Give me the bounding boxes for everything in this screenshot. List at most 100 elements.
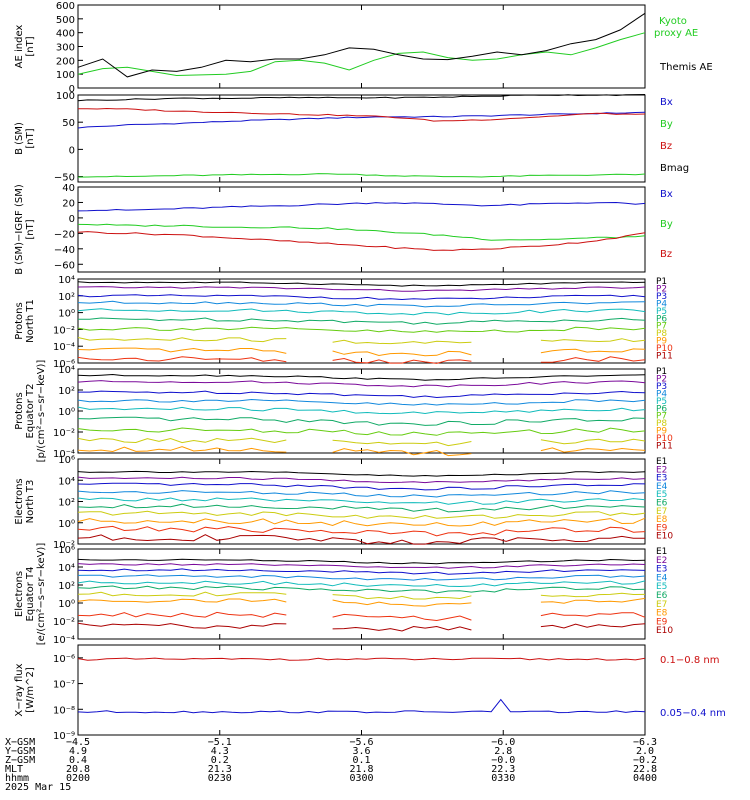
ae-ytick-label: 100 [56,70,75,81]
channel-p10-line [332,357,472,364]
legend-p8: P8 [656,419,667,429]
panel-6-ylabel: [e/(cm²−s−sr−keV)] [36,543,47,646]
panel-1-frame [77,94,646,183]
log-ytick-label: 10⁰ [58,407,75,418]
legend-e5: E5 [656,490,667,500]
time-row-label: Y−GSM [5,746,35,757]
legend-e6: E6 [656,591,668,601]
channel-e9-line [77,525,646,537]
panel-3-ylabel: North T1 [25,299,36,343]
panel-2-ylabel: [nT] [25,219,36,239]
channel-p8-line [540,338,646,343]
legend-p8: P8 [656,329,667,339]
legend-e1: E1 [656,547,667,557]
b-ytick-label: −60 [54,260,75,271]
legend-p7: P7 [656,412,667,422]
channel-e1-line [77,470,646,477]
channel-e3-line [77,482,646,491]
b-ytick-label: −50 [54,173,75,184]
time-row-value: −0.0 [491,755,515,766]
time-row-value: 0.1 [352,755,370,766]
channel-p4-line [77,398,646,406]
time-row-value: −6.0 [491,737,515,748]
legend-p6: P6 [656,314,667,324]
channel-p8-line [332,339,472,345]
legend-p7: P7 [656,322,667,332]
time-row-value: 0.4 [69,755,87,766]
channel-p1-line [77,373,646,381]
b-legend-bz: Bz [660,249,672,260]
legend-e8: E8 [656,515,668,525]
panel-7-ylabel: X−ray flux [14,663,25,716]
legend-e7: E7 [656,507,667,517]
log-ytick-label: 10⁴ [58,365,75,376]
time-row-label: X−GSM [5,737,35,748]
ae-ytick-label: 400 [56,29,75,40]
legend-p9: P9 [656,427,667,437]
b-series-line [77,231,646,251]
channel-p6-line [78,317,646,325]
log-ytick-label: 10⁰ [58,309,75,320]
panel-1-ylabel: [nT] [25,128,36,148]
channel-p10-line [540,356,646,363]
channel-e9-line [77,611,287,618]
log-ytick-label: 10⁻² [53,428,75,439]
legend-e10: E10 [656,532,673,542]
log-ytick-label: 10⁶ [58,455,75,466]
channel-e2-line [77,476,646,484]
log-ytick-label: 10⁴ [58,476,75,487]
legend-p3: P3 [656,382,667,392]
log-ytick-label: 10⁻⁶ [53,359,75,370]
b-series-line [77,201,646,212]
channel-p8-line [77,337,287,343]
channel-p4-line [77,300,646,308]
time-row-value: −4.5 [66,737,90,748]
log-ytick-label: 10⁶ [58,545,75,556]
channel-p9-line [332,350,472,357]
b-ytick-label: −40 [54,245,75,256]
channel-p9-line [332,448,472,457]
panel-4-ylabel: Protons [14,392,25,429]
time-row-value: −0.2 [633,755,657,766]
panel-2-frame [77,186,646,273]
log-ytick-label: 10² [58,498,75,509]
channel-p8-line [77,437,287,444]
b-ytick-label: 40 [62,183,75,194]
channel-e4-line [77,574,646,581]
xray-ytick-label: 10⁻⁸ [53,705,75,716]
channel-e4-line [77,490,646,498]
time-row-value: 4.3 [211,746,229,757]
time-row-value: 0400 [633,773,657,784]
time-row-value: 22.3 [491,764,515,775]
time-row-value: 0.2 [211,755,229,766]
legend-p3: P3 [656,292,667,302]
b-series-line [77,173,646,178]
xray-legend-0: 0.1−0.8 nm [660,655,719,666]
b-ytick-label: 100 [56,91,75,102]
ae-legend-kyoto-2: proxy AE [654,28,698,39]
panel-5-ylabel: Electrons [14,478,25,524]
b-series-line [78,107,646,122]
xray-series-line [77,657,646,661]
channel-p7-line [77,427,646,436]
panel-5-ylabel: North T3 [25,480,36,524]
channel-p9-line [77,446,287,453]
legend-e4: E4 [656,573,668,583]
channel-p9-line [540,447,646,453]
panel-4-ylabel: Equator T2 [25,384,36,439]
time-row-label: MLT [5,764,23,775]
time-row-value: 0230 [208,773,232,784]
channel-p10-line [77,356,287,363]
channel-p9-line [540,348,646,354]
b-ytick-label: 0 [69,145,75,156]
channel-e10-line [77,622,287,629]
channel-p8-line [540,438,646,445]
panel-2-ylabel: B (SM)−IGRF (SM) [14,184,25,275]
time-row-value: 0330 [491,773,515,784]
b-ytick-label: 0 [69,214,75,225]
channel-e7-line [332,594,472,600]
log-ytick-label: 10⁴ [58,275,75,286]
ae-ytick-label: 200 [56,56,75,67]
ae-ytick-label: 600 [56,1,75,12]
